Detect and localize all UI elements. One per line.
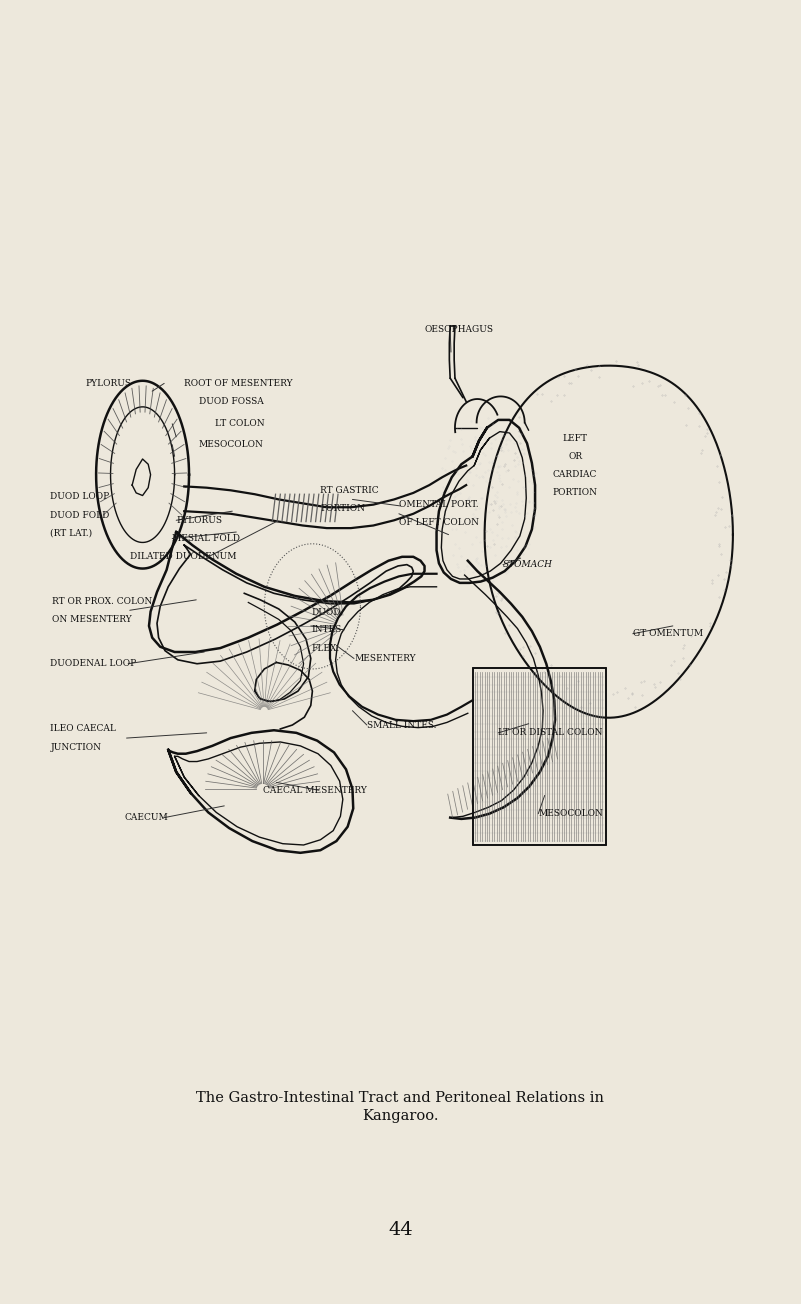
Text: The Gastro-Intestinal Tract and Peritoneal Relations in: The Gastro-Intestinal Tract and Peritone… [196, 1091, 605, 1104]
Text: GT OMENTUM: GT OMENTUM [633, 630, 703, 638]
Text: DUOD LOOP: DUOD LOOP [50, 493, 110, 501]
Text: SMALL INTES.: SMALL INTES. [367, 721, 437, 729]
Text: JUNCTION: JUNCTION [50, 743, 102, 751]
Text: OMENTAL PORT.: OMENTAL PORT. [399, 501, 478, 509]
Text: FLEX.: FLEX. [312, 644, 340, 652]
Text: ON MESENTERY: ON MESENTERY [52, 615, 132, 623]
Text: CAECUM: CAECUM [124, 814, 168, 822]
Text: LT COLON: LT COLON [215, 420, 264, 428]
Text: DUODENAL LOOP: DUODENAL LOOP [50, 660, 137, 668]
Text: PORTION: PORTION [320, 505, 365, 512]
Text: LEFT: LEFT [562, 434, 588, 442]
Text: RT GASTRIC: RT GASTRIC [320, 486, 379, 494]
Text: PYLORUS: PYLORUS [176, 516, 222, 524]
Text: OR: OR [568, 452, 582, 460]
Text: 44: 44 [388, 1221, 413, 1239]
Text: ILEO CAECAL: ILEO CAECAL [50, 725, 116, 733]
Text: DILATED DUODENUM: DILATED DUODENUM [130, 553, 236, 561]
Text: RT OR PROX. COLON: RT OR PROX. COLON [52, 597, 152, 605]
Text: INTES.: INTES. [312, 626, 344, 634]
Text: DUOD FOSSA: DUOD FOSSA [199, 398, 264, 406]
Text: PYLORUS: PYLORUS [86, 379, 131, 387]
Text: OESOPHAGUS: OESOPHAGUS [425, 326, 493, 334]
Text: (RT LAT.): (RT LAT.) [50, 529, 93, 537]
Text: CARDIAC: CARDIAC [553, 471, 598, 479]
Text: PORTION: PORTION [553, 489, 598, 497]
Text: Kangaroo.: Kangaroo. [362, 1110, 439, 1123]
Text: DUOD.: DUOD. [312, 609, 344, 617]
Text: ROOT OF MESENTERY: ROOT OF MESENTERY [184, 379, 293, 387]
Text: STOMACH: STOMACH [503, 561, 553, 569]
Text: MESOCOLON: MESOCOLON [538, 810, 603, 818]
Text: CAECAL MESENTERY: CAECAL MESENTERY [263, 786, 367, 794]
Text: MESIAL FOLD: MESIAL FOLD [172, 535, 240, 542]
Text: DUOD FOLD: DUOD FOLD [50, 511, 110, 519]
Text: MESENTERY: MESENTERY [354, 655, 416, 662]
Text: MESOCOLON: MESOCOLON [199, 441, 264, 449]
Text: OF LEFT COLON: OF LEFT COLON [399, 519, 479, 527]
Text: LT OR DISTAL COLON: LT OR DISTAL COLON [498, 729, 602, 737]
